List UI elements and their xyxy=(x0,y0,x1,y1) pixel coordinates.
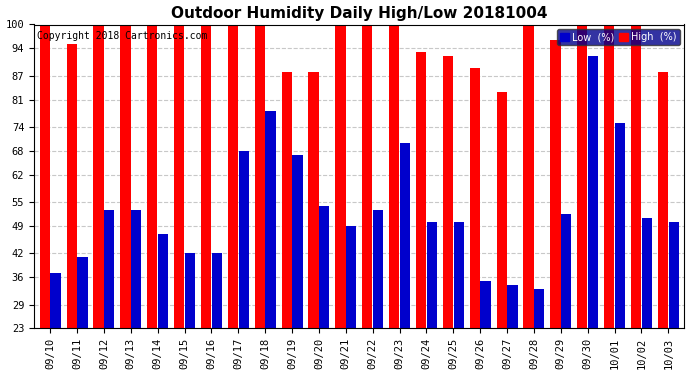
Bar xyxy=(631,24,641,328)
Bar xyxy=(416,52,426,328)
Bar xyxy=(66,44,77,328)
Bar xyxy=(578,24,587,328)
Title: Outdoor Humidity Daily High/Low 20181004: Outdoor Humidity Daily High/Low 20181004 xyxy=(171,6,547,21)
Bar xyxy=(588,56,598,328)
Bar xyxy=(669,222,679,328)
Bar xyxy=(266,111,275,328)
Bar xyxy=(426,222,437,328)
Bar xyxy=(147,24,157,328)
Bar xyxy=(551,40,560,328)
Bar xyxy=(239,151,249,328)
Bar xyxy=(104,210,115,328)
Bar xyxy=(282,72,292,328)
Bar xyxy=(524,24,533,328)
Bar xyxy=(77,257,88,328)
Bar xyxy=(642,218,652,328)
Bar xyxy=(131,210,141,328)
Bar xyxy=(120,24,130,328)
Bar xyxy=(201,24,211,328)
Bar xyxy=(658,72,668,328)
Bar xyxy=(255,24,265,328)
Bar xyxy=(308,72,319,328)
Bar xyxy=(362,24,373,328)
Legend: Low  (%), High  (%): Low (%), High (%) xyxy=(557,29,680,45)
Bar xyxy=(174,24,184,328)
Bar xyxy=(497,92,506,328)
Bar xyxy=(561,214,571,328)
Bar xyxy=(335,24,346,328)
Bar xyxy=(389,24,400,328)
Bar xyxy=(50,273,61,328)
Bar xyxy=(507,285,518,328)
Bar xyxy=(604,24,614,328)
Bar xyxy=(185,254,195,328)
Bar xyxy=(480,281,491,328)
Bar xyxy=(615,123,625,328)
Bar xyxy=(373,210,383,328)
Bar xyxy=(212,254,222,328)
Bar xyxy=(39,24,50,328)
Bar xyxy=(346,226,356,328)
Bar xyxy=(93,24,104,328)
Bar xyxy=(319,206,329,328)
Bar xyxy=(470,68,480,328)
Bar xyxy=(293,155,302,328)
Bar xyxy=(534,289,544,328)
Bar xyxy=(158,234,168,328)
Text: Copyright 2018 Cartronics.com: Copyright 2018 Cartronics.com xyxy=(37,31,208,40)
Bar xyxy=(228,24,238,328)
Bar xyxy=(400,143,410,328)
Bar xyxy=(453,222,464,328)
Bar xyxy=(443,56,453,328)
